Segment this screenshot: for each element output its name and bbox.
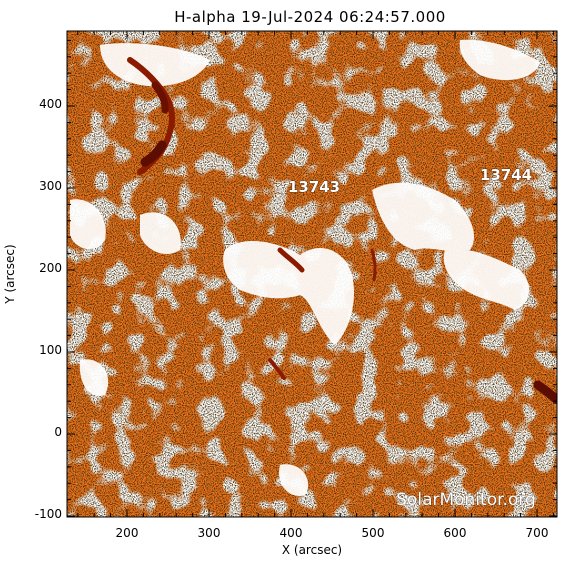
x-tick-label: 400	[280, 526, 303, 540]
y-tick-label: 0	[54, 425, 62, 439]
plage-regions	[70, 39, 540, 496]
active-region-label: 13744	[480, 166, 532, 184]
x-tick-labels: 200 300 400 500 600 700	[116, 526, 549, 540]
y-tick-label: 100	[39, 343, 62, 357]
active-region-label: 13743	[288, 178, 340, 196]
solarmonitor-watermark: SolarMonitor.org	[396, 490, 536, 510]
y-axis-label: Y (arcsec)	[3, 244, 17, 304]
tick-marks	[67, 31, 557, 517]
filaments	[127, 57, 557, 405]
x-tick-label: 600	[444, 526, 467, 540]
x-tick-label: 300	[198, 526, 221, 540]
x-tick-label: 200	[116, 526, 139, 540]
halpha-image	[67, 31, 557, 517]
y-tick-label: 400	[39, 97, 62, 111]
plot-frame	[66, 30, 558, 518]
image-title: H-alpha 19-Jul-2024 06:24:57.000	[174, 8, 446, 26]
x-tick-label: 700	[526, 526, 549, 540]
x-tick-label: 500	[362, 526, 385, 540]
y-tick-label: 200	[39, 261, 62, 275]
y-tick-label: -100	[35, 507, 62, 521]
y-tick-labels: -100 0 100 200 300 400	[35, 97, 62, 521]
x-axis-label: X (arcsec)	[282, 543, 342, 557]
y-tick-label: 300	[39, 179, 62, 193]
